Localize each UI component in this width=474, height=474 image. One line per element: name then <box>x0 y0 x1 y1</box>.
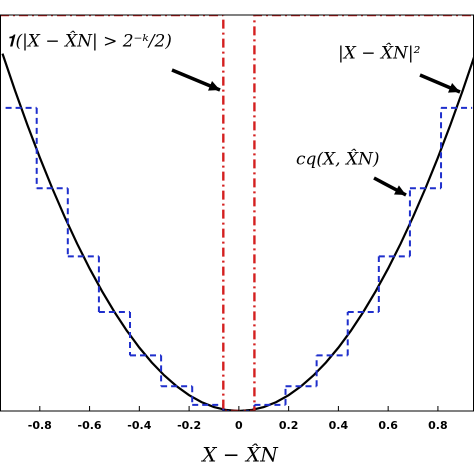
arrow-head <box>208 81 220 91</box>
x-tick-label: 0.6 <box>378 419 398 432</box>
annotation: cq(X, X̂N) <box>296 149 380 169</box>
annotation: 𝟏(|X − X̂N| > 2⁻ᵏ/2) <box>6 31 172 51</box>
x-tick-label: -0.4 <box>127 419 151 432</box>
x-tick-label: -0.2 <box>177 419 201 432</box>
x-tick-label: 0.2 <box>279 419 299 432</box>
curve <box>1 53 474 411</box>
plot-area <box>0 15 474 411</box>
x-tick-label: 0.8 <box>428 419 448 432</box>
x-tick-label: 0 <box>235 419 243 432</box>
x-tick-label: -0.6 <box>78 419 102 432</box>
x-axis-label: X − X̂N <box>200 443 279 467</box>
x-tick-label: -0.8 <box>28 419 52 432</box>
annotation: |X − X̂N|² <box>338 43 421 63</box>
arrow-head <box>448 82 460 93</box>
frame <box>0 14 474 412</box>
overlay: -0.8 -0.6 -0.4 -0.2 0 0.2 0.4 0.6 0.8 𝟏(|X − X̂N|… <box>0 14 474 432</box>
indicator-line <box>0 15 474 411</box>
arrow-head <box>394 185 406 195</box>
x-tick-label: 0.4 <box>329 419 349 432</box>
